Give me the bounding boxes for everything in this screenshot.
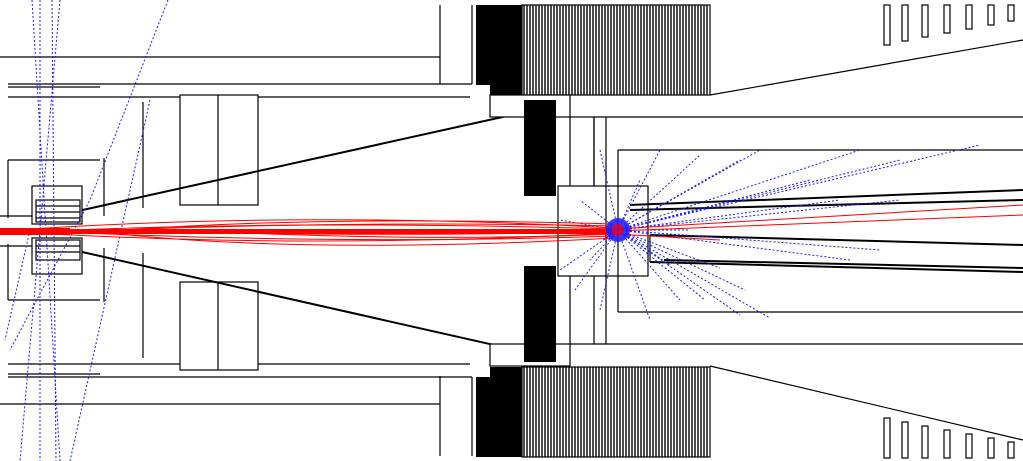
detector-bar bbox=[1007, 4, 1015, 22]
beam-core bbox=[0, 218, 630, 242]
neutral-track bbox=[4, 229, 31, 341]
detector-bar bbox=[921, 4, 929, 38]
detector-bar bbox=[987, 437, 995, 459]
charged-track bbox=[49, 224, 616, 232]
charged-track bbox=[99, 231, 616, 246]
charged-track bbox=[614, 204, 1023, 230]
coil-windings bbox=[523, 5, 708, 457]
detector-bar bbox=[901, 4, 909, 42]
neutral-track bbox=[617, 159, 901, 231]
charged-track bbox=[614, 233, 721, 241]
lower-right-detector-bars bbox=[883, 417, 1015, 459]
neutral-track bbox=[19, 0, 61, 461]
upper-right-detector-bars bbox=[883, 4, 1015, 46]
neutral-track bbox=[617, 149, 861, 231]
detector-bar bbox=[883, 417, 891, 459]
neutral-track bbox=[617, 229, 681, 301]
neutral-track bbox=[599, 229, 619, 311]
neutral-track bbox=[617, 199, 901, 231]
neutral-track bbox=[617, 149, 761, 231]
charged-track bbox=[0, 219, 616, 232]
neutral-tracks bbox=[4, 0, 981, 461]
detector-bar bbox=[1007, 441, 1015, 459]
neutral-track bbox=[9, 0, 169, 351]
detector-bar bbox=[943, 4, 951, 34]
left-tracker-boxes bbox=[103, 94, 259, 371]
neutral-track bbox=[69, 99, 151, 461]
collimator bbox=[489, 94, 649, 367]
neutral-track bbox=[574, 229, 619, 291]
charged-track bbox=[99, 220, 616, 233]
neutral-track bbox=[617, 229, 706, 301]
neutral-track bbox=[617, 144, 981, 231]
detector-geometry bbox=[0, 4, 1023, 459]
neutral-track bbox=[617, 199, 841, 231]
detector-bar bbox=[883, 4, 891, 46]
detector-bar bbox=[965, 433, 973, 459]
detector-bar bbox=[921, 425, 929, 459]
solenoid-region bbox=[594, 39, 1023, 441]
detector-bar bbox=[901, 421, 909, 459]
neutral-track bbox=[589, 229, 619, 261]
neutral-track bbox=[617, 149, 661, 231]
neutral-track bbox=[617, 229, 671, 266]
neutral-track bbox=[617, 229, 771, 319]
charged-tracks bbox=[0, 204, 1023, 246]
neutral-track bbox=[617, 229, 851, 261]
neutral-track bbox=[617, 154, 701, 231]
neutral-track bbox=[617, 179, 811, 231]
neutral-track bbox=[617, 159, 741, 231]
charged-track bbox=[614, 214, 1023, 232]
neutral-track bbox=[31, 0, 61, 461]
neutral-track bbox=[617, 229, 746, 291]
neutral-track bbox=[599, 149, 619, 231]
detector-bar bbox=[987, 4, 995, 26]
detector-bar bbox=[943, 429, 951, 459]
neutral-track bbox=[617, 229, 741, 316]
detector-bar bbox=[965, 4, 973, 30]
charged-track bbox=[59, 231, 616, 241]
